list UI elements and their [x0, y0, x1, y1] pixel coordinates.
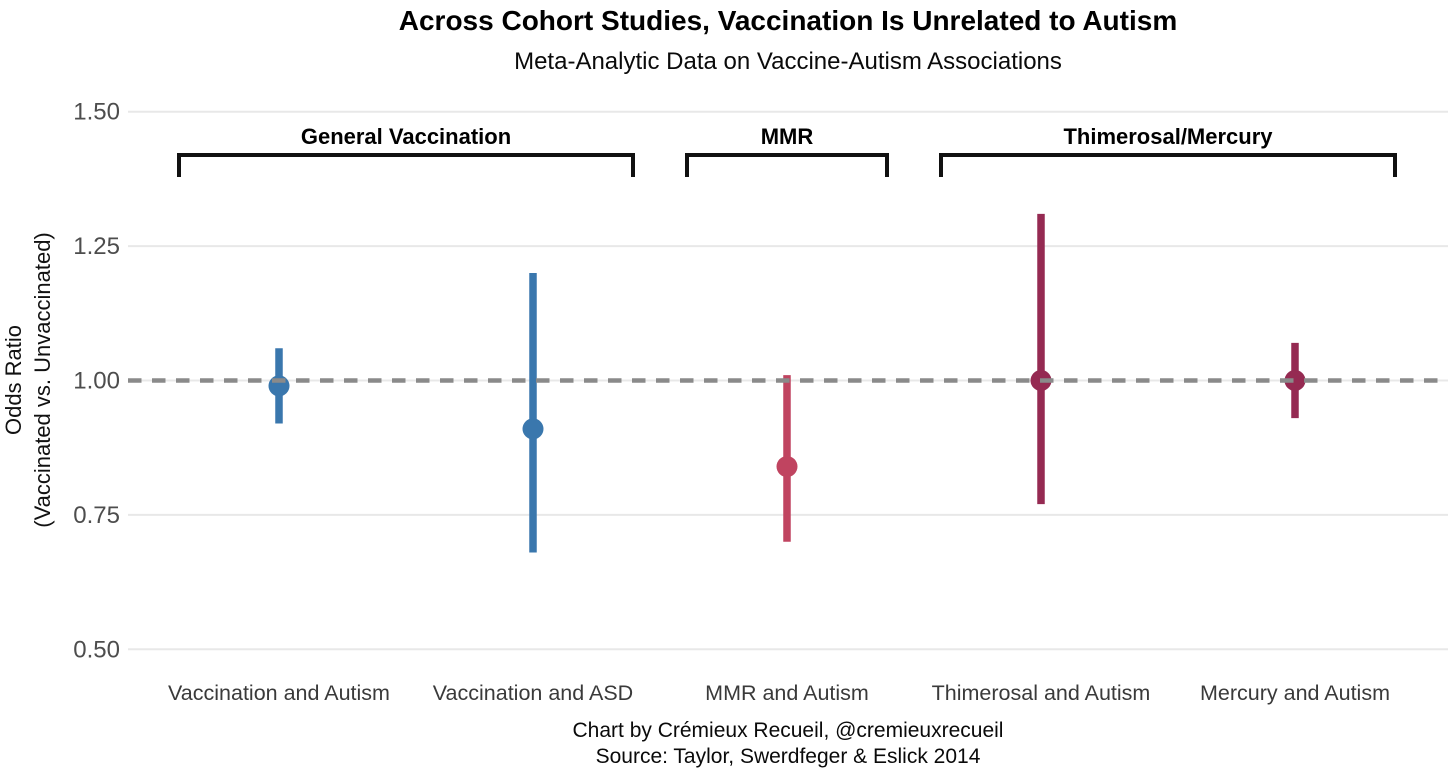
bracket-label-mmr: MMR — [761, 124, 814, 149]
group-brackets: General Vaccination MMR Thimerosal/Mercury — [177, 124, 1397, 177]
x-axis-category-labels: Vaccination and Autism Vaccination and AS… — [168, 681, 1390, 705]
bracket-thimerosal-mercury — [939, 153, 1397, 177]
y-tick-label-1.50: 1.50 — [73, 99, 120, 126]
y-axis-tick-labels: 0.50 0.75 1.00 1.25 1.50 — [73, 99, 120, 664]
bracket-general-vaccination — [177, 153, 635, 177]
point-estimate-vaccination-and-asd — [522, 418, 544, 440]
point-estimate-mercury-and-autism — [1284, 370, 1306, 391]
y-axis-title-line-1: Odds Ratio — [1, 325, 26, 435]
point-estimate-mmr-and-autism — [776, 456, 798, 478]
y-tick-label-0.75: 0.75 — [73, 502, 120, 529]
y-axis-title-line-2: (Vaccinated vs. Unvaccinated) — [30, 232, 55, 528]
x-category-label-vaccination-and-asd: Vaccination and ASD — [433, 681, 633, 705]
bracket-mmr — [685, 153, 889, 177]
y-tick-label-1.00: 1.00 — [73, 368, 120, 395]
bracket-label-general-vaccination: General Vaccination — [301, 124, 511, 149]
x-category-label-vaccination-and-autism: Vaccination and Autism — [168, 681, 390, 705]
data-series — [268, 213, 1306, 553]
bracket-label-thimerosal-mercury: Thimerosal/Mercury — [1063, 124, 1273, 149]
chart-title: Across Cohort Studies, Vaccination Is Un… — [399, 5, 1177, 36]
y-tick-label-1.25: 1.25 — [73, 233, 120, 260]
y-tick-label-0.50: 0.50 — [73, 636, 120, 663]
x-category-label-mmr-and-autism: MMR and Autism — [705, 681, 869, 705]
x-category-label-mercury-and-autism: Mercury and Autism — [1200, 681, 1390, 705]
caption-source: Source: Taylor, Swerdfeger & Eslick 2014 — [596, 745, 981, 768]
x-category-label-thimerosal-and-autism: Thimerosal and Autism — [932, 681, 1151, 705]
chart-subtitle: Meta-Analytic Data on Vaccine-Autism Ass… — [514, 48, 1062, 75]
caption-credit: Chart by Crémieux Recueil, @cremieuxrecu… — [573, 719, 1004, 742]
